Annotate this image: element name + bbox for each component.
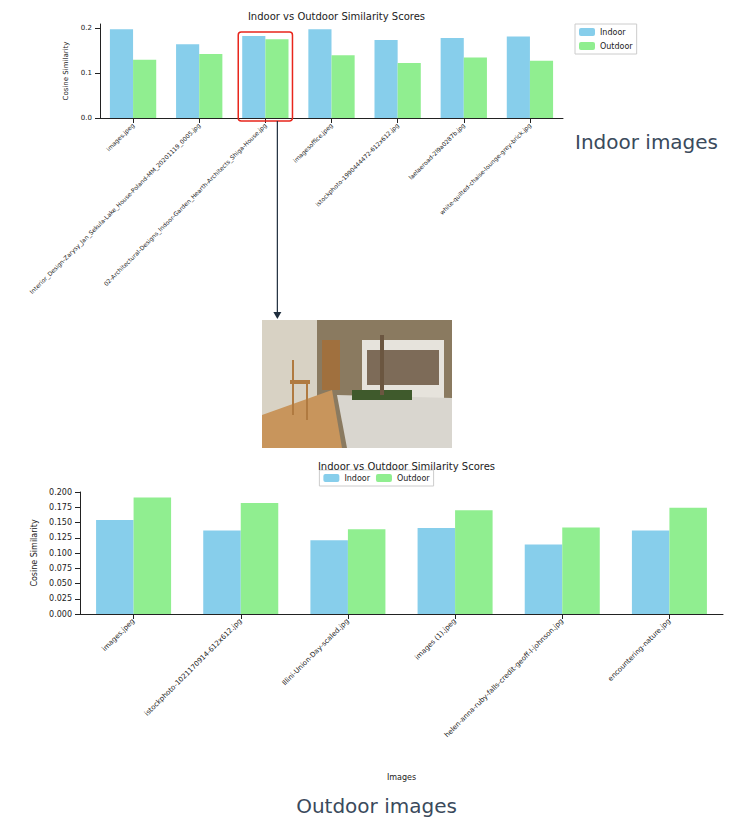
svg-text:Indoor: Indoor (344, 474, 370, 483)
svg-text:encountering-nature.jpg: encountering-nature.jpg (607, 617, 673, 683)
svg-text:Indoor: Indoor (600, 28, 626, 37)
svg-text:0.000: 0.000 (49, 610, 72, 619)
svg-text:Indoor vs Outdoor Similarity S: Indoor vs Outdoor Similarity Scores (318, 461, 495, 472)
svg-text:Outdoor: Outdoor (600, 42, 633, 51)
svg-text:helen-anna-ruby-falls-credit-g: helen-anna-ruby-falls-credit-geoff-l-joh… (443, 617, 565, 739)
svg-text:Interior_Design-Zarysy_Jan_Sek: Interior_Design-Zarysy_Jan_Sekula-Lake_H… (28, 121, 202, 296)
svg-text:0.100: 0.100 (49, 549, 72, 558)
svg-text:0.1: 0.1 (81, 69, 92, 77)
svg-text:Images: Images (387, 773, 416, 782)
svg-text:0.125: 0.125 (49, 533, 72, 542)
svg-text:Illini-Union-Day-scaled.jpg: Illini-Union-Day-scaled.jpg (281, 617, 351, 687)
svg-text:Outdoor images: Outdoor images (296, 794, 457, 818)
svg-text:0.150: 0.150 (49, 518, 72, 527)
svg-text:imagesoffice.jpeg: imagesoffice.jpeg (292, 121, 335, 164)
svg-text:Outdoor: Outdoor (397, 474, 430, 483)
svg-text:Indoor images: Indoor images (575, 130, 718, 154)
svg-text:02-Architectural-Designs_Indoo: 02-Architectural-Designs_Indoor-Garden_H… (102, 121, 269, 288)
svg-text:0.075: 0.075 (49, 564, 72, 573)
svg-text:0.200: 0.200 (49, 488, 72, 497)
svg-text:0.0: 0.0 (81, 114, 92, 122)
svg-text:Cosine Similarity: Cosine Similarity (30, 519, 39, 586)
svg-text:white-quilted-chaise-lounge-gr: white-quilted-chaise-lounge-grey-brick.j… (438, 121, 533, 216)
svg-text:0.175: 0.175 (49, 503, 72, 512)
svg-text:0.025: 0.025 (49, 594, 72, 603)
svg-text:istockphoto-1021170914-612x612: istockphoto-1021170914-612x612.jpg (143, 617, 243, 717)
svg-text:istockphoto-1990444472-612x612: istockphoto-1990444472-612x612.jpg (314, 121, 401, 208)
svg-text:images (1).jpeg: images (1).jpeg (413, 617, 457, 661)
svg-text:0.050: 0.050 (49, 579, 72, 588)
svg-text:Cosine Similarity: Cosine Similarity (62, 42, 70, 101)
svg-text:0.2: 0.2 (81, 24, 92, 32)
svg-text:images.jpeg: images.jpeg (105, 121, 137, 153)
svg-text:laelaeroad-2l9a0287b.jpg: laelaeroad-2l9a0287b.jpg (407, 121, 467, 181)
svg-text:Indoor vs Outdoor Similarity S: Indoor vs Outdoor Similarity Scores (248, 11, 425, 22)
svg-text:images.jpeg: images.jpeg (101, 617, 137, 653)
